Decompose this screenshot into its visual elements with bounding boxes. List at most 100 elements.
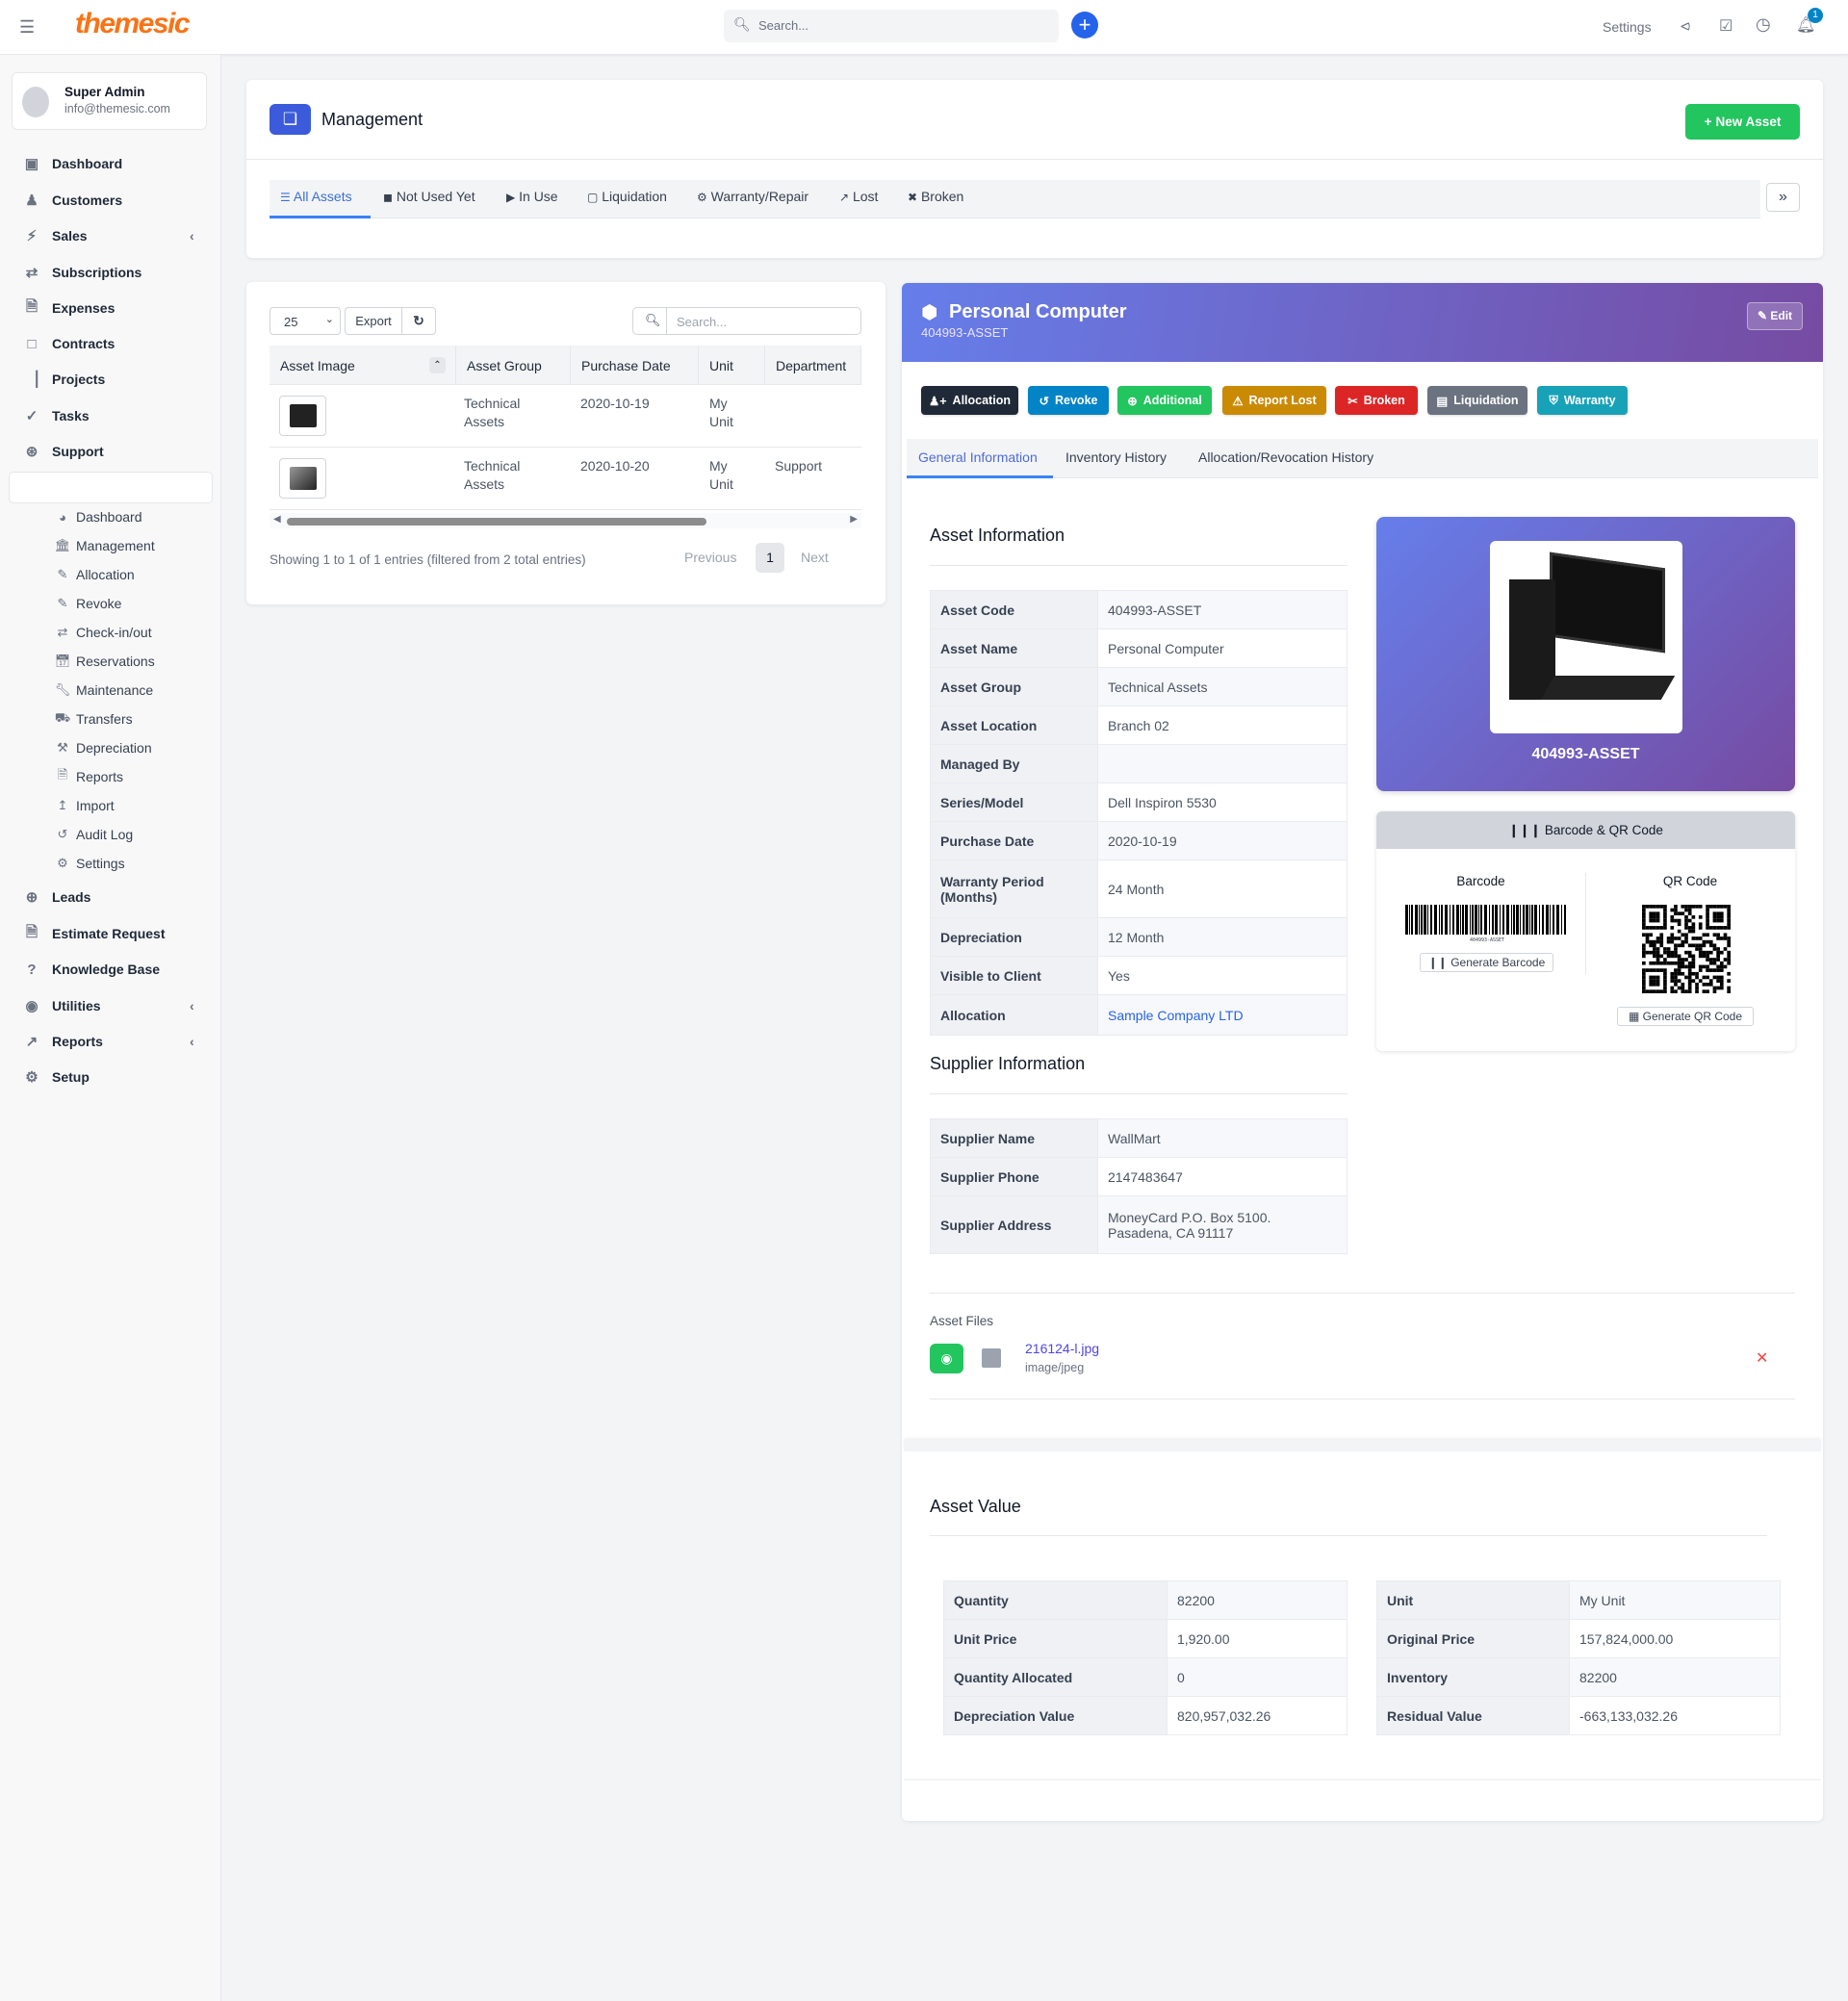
scroll-left-icon[interactable]: ◀ bbox=[273, 514, 281, 525]
tab-in-use[interactable]: ▶ In Use bbox=[506, 189, 558, 204]
sidebar-item-sales[interactable]: ⚡︎ Sales ‹ bbox=[21, 221, 204, 250]
asset-thumbnail[interactable] bbox=[279, 458, 326, 499]
sidebar-item-dashboard[interactable]: ▣ Dashboard bbox=[21, 149, 204, 178]
tabs-scroll-right-button[interactable]: » bbox=[1766, 183, 1800, 212]
sidebar-subitem-reports[interactable]: 🗎︎ Reports bbox=[54, 764, 123, 789]
chevron-left-icon: ‹ bbox=[190, 228, 194, 244]
tab-all-assets[interactable]: ☰ All Assets bbox=[280, 189, 352, 204]
qr-module bbox=[1727, 943, 1731, 948]
file-name-link[interactable]: 216124-l.jpg bbox=[1025, 1341, 1100, 1356]
qr-module bbox=[1712, 961, 1717, 965]
sidebar-item-utilities[interactable]: ◉ Utilities ‹ bbox=[21, 991, 204, 1020]
asset-photo[interactable] bbox=[1490, 541, 1682, 733]
report-lost-button[interactable]: ⚠︎ Report Lost bbox=[1222, 386, 1326, 415]
sidebar-item-expenses[interactable]: 🗎︎ Expenses bbox=[21, 294, 204, 322]
tab-broken[interactable]: ✖ Broken bbox=[908, 189, 963, 204]
table-row[interactable] bbox=[270, 448, 861, 510]
column-header-purchase-date[interactable]: Purchase Date bbox=[571, 346, 699, 385]
qr-module bbox=[1656, 950, 1660, 955]
sidebar-subitem-allocation[interactable]: ✎ Allocation bbox=[54, 562, 135, 587]
tab-warranty-repair[interactable]: ⚙︎ Warranty/Repair bbox=[697, 189, 808, 204]
edit-button[interactable]: ✎ Edit bbox=[1747, 302, 1803, 330]
detail-tab-general-information[interactable]: General Information bbox=[918, 449, 1038, 465]
warranty-button[interactable]: ⛨ Warranty bbox=[1537, 386, 1628, 415]
sidebar-subitem-reservations[interactable]: 📅︎ Reservations bbox=[54, 649, 155, 674]
qr-module bbox=[1659, 939, 1664, 944]
quick-create-button[interactable]: + bbox=[1071, 12, 1098, 38]
sidebar-subitem-depreciation[interactable]: ⚒ Depreciation bbox=[54, 735, 151, 760]
sidebar-subitem-revoke[interactable]: ✎ Revoke bbox=[54, 591, 122, 616]
broken-button[interactable]: ✂︎ Broken bbox=[1335, 386, 1418, 415]
liquidation-button[interactable]: ▤ Liquidation bbox=[1427, 386, 1527, 415]
table-search-input[interactable]: 🔍︎ Search... bbox=[632, 307, 861, 335]
revoke-button[interactable]: ↺ Revoke bbox=[1028, 386, 1109, 415]
horizontal-scrollbar[interactable]: ◀ ▶ bbox=[270, 513, 861, 528]
column-header-asset-group[interactable]: Asset Group bbox=[456, 346, 571, 385]
previous-page-button[interactable]: Previous bbox=[684, 550, 737, 565]
settings-link[interactable]: Settings bbox=[1603, 19, 1652, 35]
generate-qr-button[interactable]: ▦ Generate QR Code bbox=[1617, 1007, 1754, 1026]
sidebar-item-contracts[interactable]: □ Contracts bbox=[21, 329, 204, 358]
clock-icon[interactable]: ◷ bbox=[1756, 14, 1771, 34]
delete-file-icon[interactable]: ✕ bbox=[1756, 1350, 1769, 1367]
column-header-unit[interactable]: Unit bbox=[699, 346, 765, 385]
asset-thumbnail[interactable] bbox=[279, 396, 326, 436]
column-header-department[interactable]: Department bbox=[765, 346, 861, 385]
search-input[interactable]: 🔍︎ Search... bbox=[724, 10, 1059, 42]
tab-lost[interactable]: ↗ Lost bbox=[839, 189, 878, 204]
generate-barcode-button[interactable]: ❙❙ Generate Barcode bbox=[1420, 953, 1553, 972]
tab-liquidation[interactable]: ▢ Liquidation bbox=[587, 189, 667, 204]
qr-module bbox=[1719, 918, 1724, 923]
scroll-right-icon[interactable]: ▶ bbox=[850, 514, 858, 525]
sidebar-subitem-audit-log[interactable]: ↺ Audit Log bbox=[54, 822, 134, 847]
qr-module bbox=[1687, 929, 1692, 934]
sidebar-subitem-transfers[interactable]: ⛟ Transfers bbox=[54, 706, 133, 731]
sidebar-item-subscriptions[interactable]: ⇄ Subscriptions bbox=[21, 258, 204, 287]
sidebar-item-setup[interactable]: ⚙︎ Setup bbox=[21, 1063, 204, 1091]
table-row[interactable] bbox=[270, 385, 861, 448]
menu-toggle-icon[interactable]: ☰ bbox=[19, 17, 36, 37]
page-size-select[interactable]: 25 ⌄ bbox=[270, 307, 341, 335]
additional-button[interactable]: ⊕ Additional bbox=[1117, 386, 1212, 415]
share-icon[interactable]: ⪦ bbox=[1681, 15, 1691, 35]
qr-module bbox=[1677, 943, 1681, 948]
qr-module bbox=[1649, 968, 1654, 972]
allocation-button[interactable]: ♟+ Allocation bbox=[921, 386, 1018, 415]
view-file-eye-icon[interactable]: ◉ bbox=[930, 1344, 963, 1373]
detail-tab-inventory-history[interactable]: Inventory History bbox=[1065, 449, 1168, 465]
sidebar-subitem-check-in-out[interactable]: ⇄ Check-in/out bbox=[54, 620, 152, 645]
profile-card[interactable]: Super Admin info@themesic.com bbox=[12, 72, 207, 130]
sidebar-item-knowledge-base[interactable]: ? Knowledge Base bbox=[21, 955, 204, 984]
page-1-button[interactable]: 1 bbox=[756, 543, 784, 573]
action-label: Report Lost bbox=[1248, 394, 1317, 407]
qr-module bbox=[1663, 908, 1667, 912]
sidebar-item-support[interactable]: ⊛ Support bbox=[21, 437, 204, 466]
qr-module bbox=[1642, 911, 1646, 916]
qr-module bbox=[1684, 926, 1688, 930]
column-header-asset-image[interactable]: Asset Image ⌃ bbox=[270, 346, 456, 385]
sidebar-subitem-maintenance[interactable]: 🔧︎ Maintenance bbox=[54, 678, 153, 703]
export-button[interactable]: Export bbox=[345, 307, 402, 335]
sidebar-item-customers[interactable]: ♟ Customers bbox=[21, 186, 204, 215]
sidebar-item-reports[interactable]: ↗ Reports ‹ bbox=[21, 1027, 204, 1056]
info-value[interactable]: Sample Company LTD bbox=[1097, 994, 1348, 1036]
sidebar-item-tasks[interactable]: ✓ Tasks bbox=[21, 401, 204, 430]
next-page-button[interactable]: Next bbox=[801, 550, 829, 565]
sidebar-item-leads[interactable]: ⊕ Leads bbox=[21, 883, 204, 911]
sidebar-subitem-management[interactable]: 🏛︎ Management bbox=[54, 533, 155, 558]
divider bbox=[1585, 873, 1586, 974]
scrollbar-thumb[interactable] bbox=[287, 518, 706, 526]
sort-ascending-icon[interactable]: ⌃ bbox=[429, 357, 446, 373]
detail-tab-allocation-revocation-history[interactable]: Allocation/Revocation History bbox=[1198, 449, 1374, 465]
new-asset-button[interactable]: + New Asset bbox=[1685, 104, 1800, 140]
sidebar-subitem-import[interactable]: ↥ Import bbox=[54, 793, 115, 818]
sidebar-subitem-dashboard[interactable]: ◕ Dashboard bbox=[54, 504, 141, 529]
todo-check-icon[interactable]: ☑ bbox=[1719, 18, 1733, 35]
sidebar-item-estimate-request[interactable]: 🗎︎ Estimate Request bbox=[21, 919, 204, 948]
barcode-bar bbox=[1550, 905, 1551, 935]
refresh-icon[interactable]: ↻ bbox=[401, 307, 436, 335]
logo[interactable]: themesic bbox=[75, 8, 191, 39]
sidebar-item-projects[interactable]: ▕ Projects bbox=[21, 365, 204, 394]
tab-not-used-yet[interactable]: ◼ Not Used Yet bbox=[383, 189, 475, 204]
sidebar-subitem-settings[interactable]: ⚙︎ Settings bbox=[54, 851, 124, 876]
